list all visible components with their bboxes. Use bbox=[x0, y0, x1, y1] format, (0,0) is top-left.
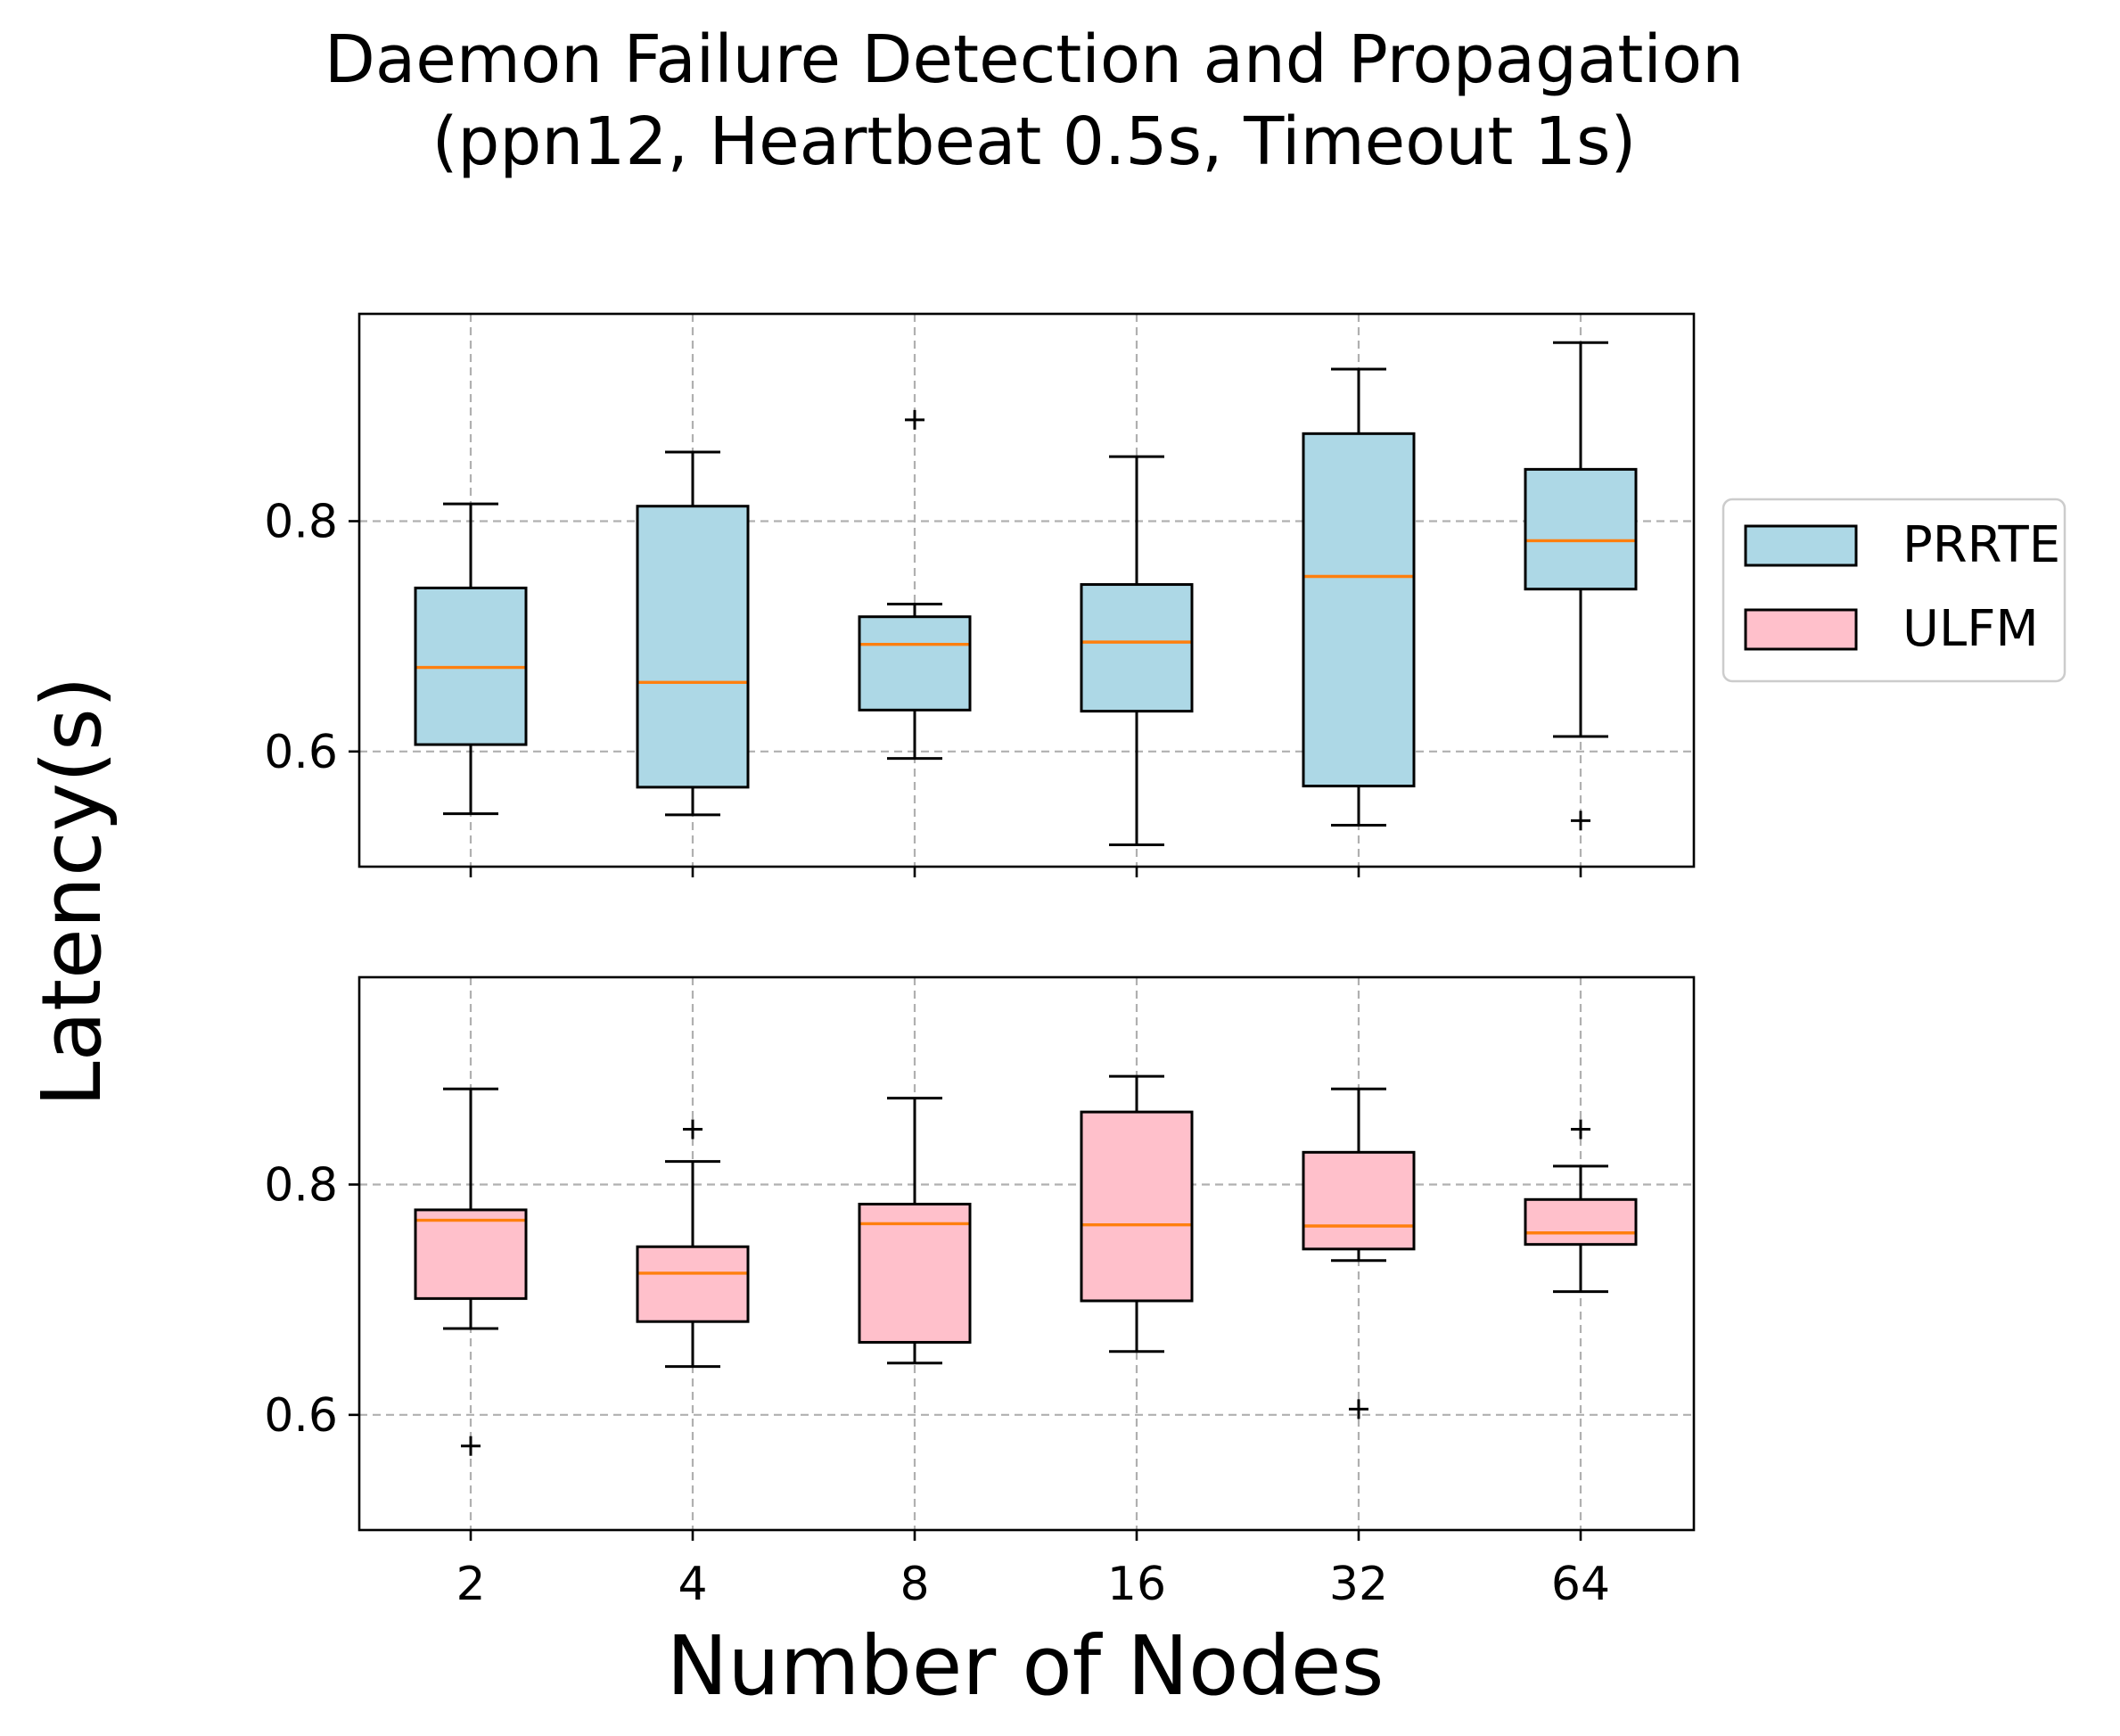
axes-frame-ulfm bbox=[357, 975, 1696, 1532]
x-tick-label-32: 32 bbox=[1329, 1558, 1388, 1611]
x-tick-label-2: 2 bbox=[456, 1558, 485, 1611]
box-prrte-32 bbox=[1302, 432, 1416, 788]
legend-swatch-ulfm bbox=[1744, 608, 1858, 651]
x-tick-label-8: 8 bbox=[900, 1558, 929, 1611]
box-prrte-4 bbox=[636, 505, 750, 789]
axes-frame-prrte bbox=[357, 312, 1696, 868]
x-tick-label-64: 64 bbox=[1551, 1558, 1610, 1611]
box-prrte-16 bbox=[1080, 583, 1194, 713]
flier-prrte-64-0 bbox=[1571, 810, 1590, 831]
x-tick-label-16: 16 bbox=[1107, 1558, 1166, 1611]
legend-label-ulfm: ULFM bbox=[1902, 600, 2039, 658]
box-ulfm-16 bbox=[1080, 1110, 1194, 1303]
x-tick-label-4: 4 bbox=[678, 1558, 707, 1611]
box-ulfm-2 bbox=[414, 1208, 528, 1300]
box-ulfm-32 bbox=[1302, 1150, 1416, 1251]
legend-swatch-prrte bbox=[1744, 524, 1858, 567]
y-axis-label: Latency(s) bbox=[24, 676, 119, 1107]
box-ulfm-8 bbox=[858, 1202, 972, 1344]
box-prrte-8 bbox=[858, 615, 972, 712]
y-tick-label-prrte-0.6: 0.6 bbox=[264, 726, 338, 779]
x-axis-label: Number of Nodes bbox=[667, 1618, 1385, 1714]
flier-ulfm-32-0 bbox=[1349, 1399, 1368, 1419]
chart-title: Daemon Failure Detection and Propagation bbox=[325, 21, 1744, 98]
box-ulfm-64 bbox=[1524, 1197, 1638, 1246]
box-prrte-64 bbox=[1524, 467, 1638, 591]
box-ulfm-4 bbox=[636, 1245, 750, 1323]
y-tick-label-prrte-0.8: 0.8 bbox=[264, 496, 338, 549]
legend: PRRTE ULFM bbox=[1721, 498, 2067, 683]
y-tick-label-ulfm-0.6: 0.6 bbox=[264, 1389, 338, 1443]
flier-ulfm-4-0 bbox=[683, 1119, 703, 1140]
plot-layer: 0.6 0.8 0.6 0.8 2 4 8 16 32 64 bbox=[264, 312, 1696, 1611]
chart-subtitle: (ppn12, Heartbeat 0.5s, Timeout 1s) bbox=[432, 103, 1637, 180]
flier-prrte-8-0 bbox=[905, 409, 924, 430]
y-tick-label-ulfm-0.8: 0.8 bbox=[264, 1159, 338, 1213]
legend-label-prrte: PRRTE bbox=[1902, 516, 2060, 574]
flier-ulfm-2-0 bbox=[461, 1436, 481, 1456]
flier-ulfm-64-0 bbox=[1571, 1119, 1590, 1140]
